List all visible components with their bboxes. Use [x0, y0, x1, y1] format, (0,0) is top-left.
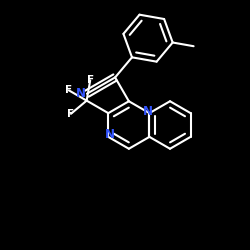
- Text: N: N: [104, 128, 115, 141]
- Text: N: N: [143, 104, 153, 118]
- Text: F: F: [65, 86, 72, 96]
- Text: F: F: [87, 76, 94, 86]
- Text: N: N: [76, 87, 86, 100]
- Text: F: F: [68, 109, 74, 119]
